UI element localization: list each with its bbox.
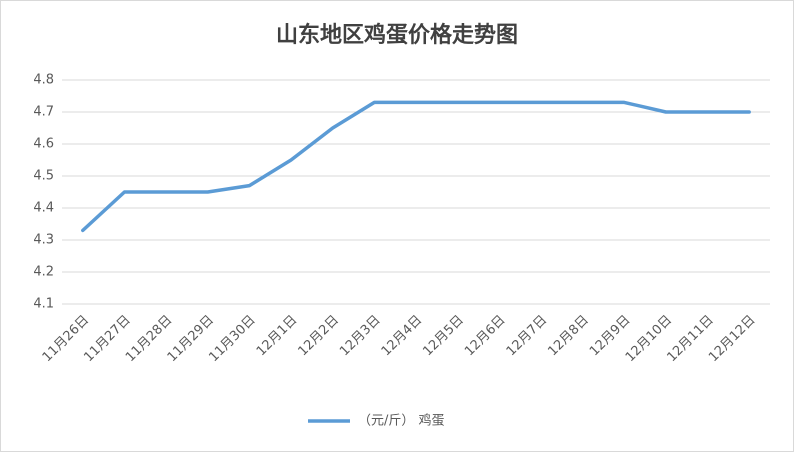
y-tick-label: 4.8 xyxy=(33,73,54,88)
line xyxy=(81,100,751,233)
legend-label: （元/斤） 鸡蛋 xyxy=(358,413,445,429)
y-tick-label: 4.6 xyxy=(33,137,54,152)
y-tick-label: 4.4 xyxy=(33,201,54,216)
y-tick-label: 4.3 xyxy=(33,233,54,248)
chart-title: 山东地区鸡蛋价格走势图 xyxy=(276,22,518,48)
y-tick-label: 4.5 xyxy=(33,169,54,184)
y-tick-label: 4.1 xyxy=(33,297,54,312)
y-tick-label: 4.7 xyxy=(33,105,54,120)
y-tick-label: 4.2 xyxy=(33,265,54,280)
